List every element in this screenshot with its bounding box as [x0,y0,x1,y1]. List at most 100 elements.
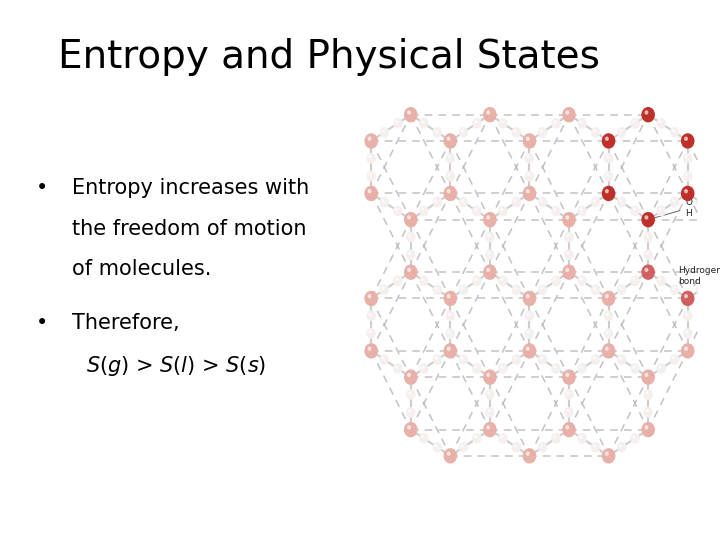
Circle shape [407,232,415,242]
Circle shape [670,127,679,137]
Circle shape [539,198,546,207]
Circle shape [446,171,454,181]
Circle shape [435,444,437,447]
Circle shape [565,250,573,260]
Circle shape [685,331,688,333]
Circle shape [620,357,621,359]
Circle shape [552,119,560,128]
Circle shape [407,390,415,399]
Circle shape [369,156,371,158]
Circle shape [552,206,560,215]
Circle shape [528,173,529,176]
Circle shape [580,278,582,280]
Circle shape [407,408,415,417]
Circle shape [488,392,490,394]
Circle shape [409,410,410,412]
Circle shape [488,234,490,237]
Circle shape [606,313,608,315]
Circle shape [541,200,542,201]
Circle shape [539,443,546,452]
Circle shape [484,370,496,384]
Circle shape [526,311,534,320]
Circle shape [563,213,575,227]
Circle shape [633,121,635,123]
Circle shape [618,127,626,137]
Circle shape [646,392,648,394]
Circle shape [523,344,536,358]
Circle shape [446,153,454,163]
Circle shape [409,234,410,237]
Circle shape [565,408,573,417]
Circle shape [486,390,494,399]
Circle shape [606,156,608,158]
Text: •: • [36,178,48,198]
Circle shape [603,344,615,358]
Circle shape [618,355,626,364]
Circle shape [408,216,410,219]
Circle shape [657,276,665,286]
Circle shape [444,186,456,200]
Circle shape [685,347,688,350]
Circle shape [682,186,694,200]
Circle shape [712,278,714,280]
Circle shape [580,366,582,368]
Circle shape [484,107,496,122]
Circle shape [367,171,375,181]
Circle shape [447,347,450,350]
Circle shape [405,265,417,279]
Circle shape [433,285,441,294]
Circle shape [473,434,481,443]
Circle shape [591,355,600,364]
Circle shape [380,285,388,294]
Circle shape [682,292,694,306]
Circle shape [567,410,569,412]
Circle shape [578,119,586,128]
Circle shape [447,137,450,140]
Circle shape [459,443,467,452]
Circle shape [446,329,454,338]
Circle shape [488,410,490,412]
Circle shape [368,295,371,298]
Circle shape [369,173,371,176]
Circle shape [394,119,402,128]
Circle shape [566,426,569,429]
Circle shape [620,200,621,201]
Circle shape [565,390,573,399]
Circle shape [433,127,441,137]
Circle shape [672,287,675,289]
Circle shape [396,208,397,211]
Circle shape [513,285,521,294]
Circle shape [486,250,494,260]
Circle shape [499,434,507,443]
Circle shape [369,313,371,315]
Circle shape [606,173,608,176]
Circle shape [528,156,529,158]
Circle shape [449,313,450,315]
Circle shape [462,200,463,201]
Circle shape [513,355,521,364]
Circle shape [657,119,665,128]
Circle shape [382,357,384,359]
Circle shape [541,287,542,289]
Circle shape [459,285,467,294]
Circle shape [593,130,595,132]
Text: of molecules.: of molecules. [72,259,212,279]
Circle shape [422,121,423,123]
Circle shape [580,436,582,438]
Circle shape [605,171,613,181]
Circle shape [368,347,371,350]
Circle shape [422,366,423,368]
Circle shape [487,426,490,429]
Circle shape [712,208,714,211]
Circle shape [554,366,556,368]
Circle shape [523,186,536,200]
Circle shape [444,449,456,463]
Circle shape [526,347,529,350]
Circle shape [541,130,542,132]
Circle shape [462,130,463,132]
Circle shape [645,426,648,429]
Circle shape [380,198,388,207]
Circle shape [462,444,463,447]
Circle shape [644,408,652,417]
Circle shape [486,232,494,242]
